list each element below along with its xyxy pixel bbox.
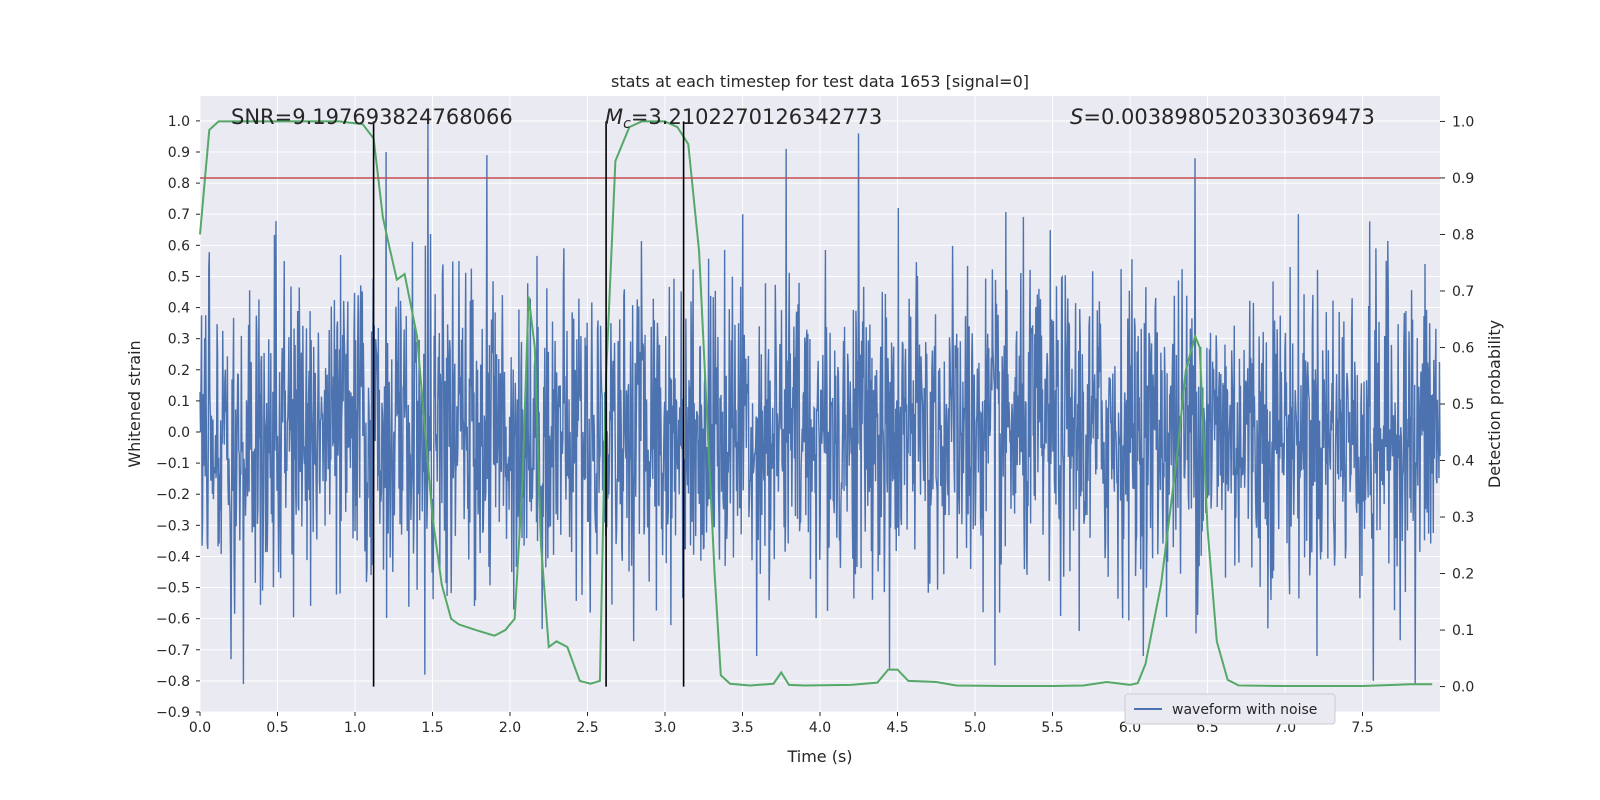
mc-subscript: c — [623, 116, 631, 132]
y-tick-label: 0.8 — [168, 176, 190, 192]
x-tick-label: 0.0 — [189, 720, 211, 736]
mc-value: =3.2102270126342773 — [631, 105, 882, 129]
probability-line — [199, 120, 1433, 687]
probability-series-line — [199, 120, 1433, 687]
x-tick-label: 5.5 — [1041, 720, 1063, 736]
s-value: =0.003898052033036947​3 — [1083, 105, 1375, 129]
legend: waveform with noise — [1124, 693, 1336, 725]
x-tick-label: 3.5 — [731, 720, 753, 736]
y-axis-label: Whitened strain — [125, 340, 144, 467]
s-symbol: S — [1070, 105, 1083, 129]
y2-tick-label: 0.1 — [1452, 623, 1474, 639]
y-tick-label: −0.1 — [156, 456, 190, 472]
y-tick-label: 0.2 — [168, 363, 190, 379]
y-tick-label: −0.8 — [156, 674, 190, 690]
y-tick-label: 0.5 — [168, 269, 190, 285]
y-tick-label: 0.4 — [168, 301, 190, 317]
noise-series-line — [199, 120, 1441, 685]
chart-title: stats at each timestep for test data 165… — [611, 72, 1029, 91]
y-ticks: 1.0 0.9 0.8 0.7 0.6 0.5 0.4 0.3 0.2 0.1 0.0 −0.1 −0.… — [156, 114, 200, 721]
x-tick-label: 7.5 — [1351, 720, 1373, 736]
legend-box — [1124, 693, 1336, 725]
y2-tick-label: 0.3 — [1452, 510, 1474, 526]
y-tick-label: 0.1 — [168, 394, 190, 410]
y2-tick-label: 0.4 — [1452, 454, 1474, 470]
mc-annotation: Mc=3.2102270126342773 — [605, 105, 882, 132]
y2-ticks: 1.0 0.9 0.8 0.7 0.6 0.5 0.4 0.3 0.2 0.1 0.0 — [1440, 114, 1474, 696]
y-tick-label: −0.5 — [156, 581, 190, 597]
y-tick-label: 0.7 — [168, 207, 190, 223]
y2-tick-label: 0.6 — [1452, 340, 1474, 356]
y2-axis-label: Detection probability — [1485, 320, 1504, 488]
y2-tick-label: 0.7 — [1452, 284, 1474, 300]
x-tick-label: 1.5 — [421, 720, 443, 736]
y2-tick-label: 0.9 — [1452, 171, 1474, 187]
x-tick-label: 4.0 — [809, 720, 831, 736]
mc-symbol: M — [605, 105, 623, 129]
y-tick-label: 1.0 — [168, 114, 190, 130]
y-tick-label: −0.6 — [156, 612, 190, 628]
y2-tick-label: 0.5 — [1452, 397, 1474, 413]
overlay-lines — [200, 121, 1440, 687]
y-tick-label: −0.3 — [156, 518, 190, 534]
x-tick-label: 3.0 — [654, 720, 676, 736]
y-tick-label: 0.3 — [168, 332, 190, 348]
y2-tick-label: 1.0 — [1452, 114, 1474, 130]
x-tick-label: 0.5 — [266, 720, 288, 736]
y-tick-label: −0.7 — [156, 643, 190, 659]
y-tick-label: 0.6 — [168, 238, 190, 254]
y-tick-label: −0.4 — [156, 549, 190, 565]
legend-entry: waveform with noise — [1172, 702, 1317, 718]
y-tick-label: −0.9 — [156, 705, 190, 721]
noise-waveform — [199, 120, 1441, 685]
y-tick-label: 0.0 — [168, 425, 190, 441]
x-tick-label: 1.0 — [344, 720, 366, 736]
x-axis-label: Time (s) — [786, 747, 852, 766]
y2-tick-label: 0.0 — [1452, 680, 1474, 696]
x-tick-label: 2.5 — [576, 720, 598, 736]
y2-tick-label: 0.8 — [1452, 227, 1474, 243]
x-tick-label: 4.5 — [886, 720, 908, 736]
s-annotation: S=0.003898052033036947​3 — [1070, 105, 1375, 129]
y-tick-label: 0.9 — [168, 145, 190, 161]
x-tick-label: 5.0 — [964, 720, 986, 736]
y-tick-label: −0.2 — [156, 487, 190, 503]
y2-tick-label: 0.2 — [1452, 567, 1474, 583]
x-tick-label: 2.0 — [499, 720, 521, 736]
snr-annotation: SNR=9.197693824768066 — [231, 105, 513, 129]
